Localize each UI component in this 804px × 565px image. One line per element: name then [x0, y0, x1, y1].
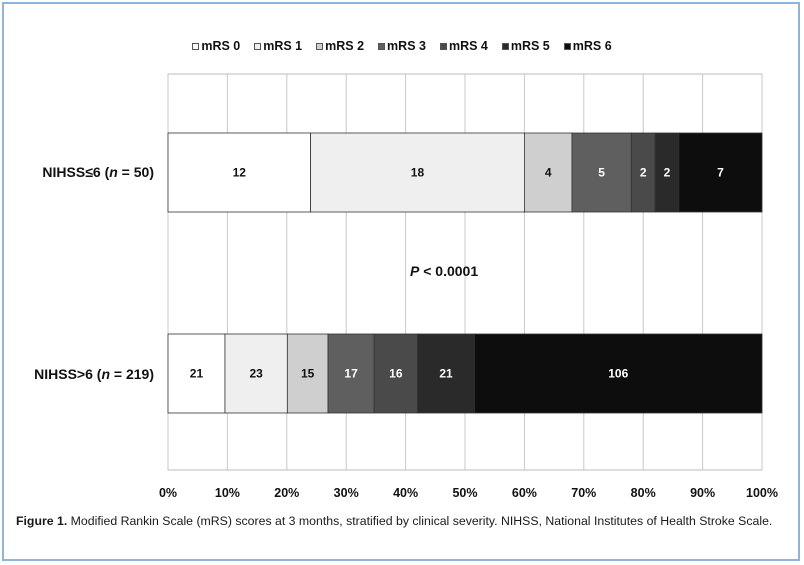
x-tick-label: 90% — [690, 486, 715, 500]
bar-value-label: 7 — [717, 166, 724, 180]
bar-value-label: 15 — [301, 367, 315, 381]
legend-label: mRS 3 — [387, 39, 426, 53]
legend-label: mRS 2 — [325, 39, 365, 53]
legend-item-mrs-2: mRS 2 — [316, 39, 364, 53]
x-tick-label: 20% — [274, 486, 299, 500]
bar-value-label: 23 — [249, 367, 263, 381]
legend-label: mRS 0 — [201, 39, 241, 53]
legend-item-mrs-3: mRS 3 — [378, 39, 426, 53]
bar-value-label: 106 — [608, 367, 628, 381]
legend-swatch — [254, 42, 262, 50]
bar-segment — [678, 132, 763, 213]
legend-swatch — [563, 42, 571, 50]
bar-value-label: 21 — [439, 367, 453, 381]
legend-swatch — [378, 42, 386, 50]
bar-segment — [286, 333, 329, 414]
figure-caption: Figure 1. Modified Rankin Scale (mRS) sc… — [16, 514, 786, 529]
bar-segment — [524, 132, 573, 213]
bar-segment — [167, 132, 311, 213]
legend-label: mRS 6 — [572, 39, 612, 53]
legend-label: mRS 4 — [448, 39, 488, 53]
bar-segment — [224, 333, 288, 414]
category-label-nihss-gt6: NIHSS>6 (n = 219) — [34, 366, 154, 382]
x-tick-label: 100% — [746, 486, 778, 500]
bar-value-label: 18 — [411, 166, 425, 180]
legend-label: mRS 1 — [263, 39, 303, 53]
category-label-nihss-le6: NIHSS≤6 (n = 50) — [42, 164, 154, 180]
legend-swatch — [192, 42, 200, 50]
bar-value-label: 16 — [389, 367, 403, 381]
x-tick-label: 10% — [215, 486, 240, 500]
bar-segment — [571, 132, 632, 213]
bar-segment — [417, 333, 475, 414]
x-tick-label: 50% — [452, 486, 477, 500]
bar-value-label: 21 — [190, 367, 204, 381]
x-tick-label: 40% — [393, 486, 418, 500]
legend-swatch — [316, 42, 324, 50]
legend-item-mrs-4: mRS 4 — [439, 39, 488, 53]
legend-item-mrs-6: mRS 6 — [563, 39, 612, 53]
x-tick-label: 0% — [159, 486, 177, 500]
legend-item-mrs-5: mRS 5 — [501, 39, 550, 53]
bar-value-label: 5 — [598, 166, 605, 180]
bar-segment — [373, 333, 418, 414]
bar-value-label: 4 — [545, 166, 552, 180]
bar-value-label: 12 — [233, 166, 247, 180]
bar-value-label: 2 — [664, 166, 671, 180]
legend-item-mrs-0: mRS 0 — [192, 39, 240, 53]
legend: mRS 0 mRS 1 mRS 2 mRS 3 mRS 4 mRS 5 mRS 6 — [0, 36, 804, 56]
legend-swatch — [439, 42, 447, 50]
caption-text: Modified Rankin Scale (mRS) scores at 3 … — [70, 514, 773, 528]
x-tick-label: 80% — [631, 486, 656, 500]
x-tick-label: 60% — [512, 486, 537, 500]
legend-item-mrs-1: mRS 1 — [254, 39, 302, 53]
bar-segment — [167, 333, 226, 414]
legend-swatch — [501, 42, 509, 50]
caption-label: Figure 1. — [16, 514, 68, 528]
p-value-annotation: P < 0.0001 — [410, 263, 479, 279]
bar-segment — [474, 333, 763, 414]
x-tick-label: 70% — [571, 486, 596, 500]
bar-value-label: 2 — [640, 166, 647, 180]
bar-segment — [310, 132, 525, 213]
legend-label: mRS 5 — [510, 39, 550, 53]
x-tick-label: 30% — [334, 486, 359, 500]
bar-value-label: 17 — [344, 367, 358, 381]
